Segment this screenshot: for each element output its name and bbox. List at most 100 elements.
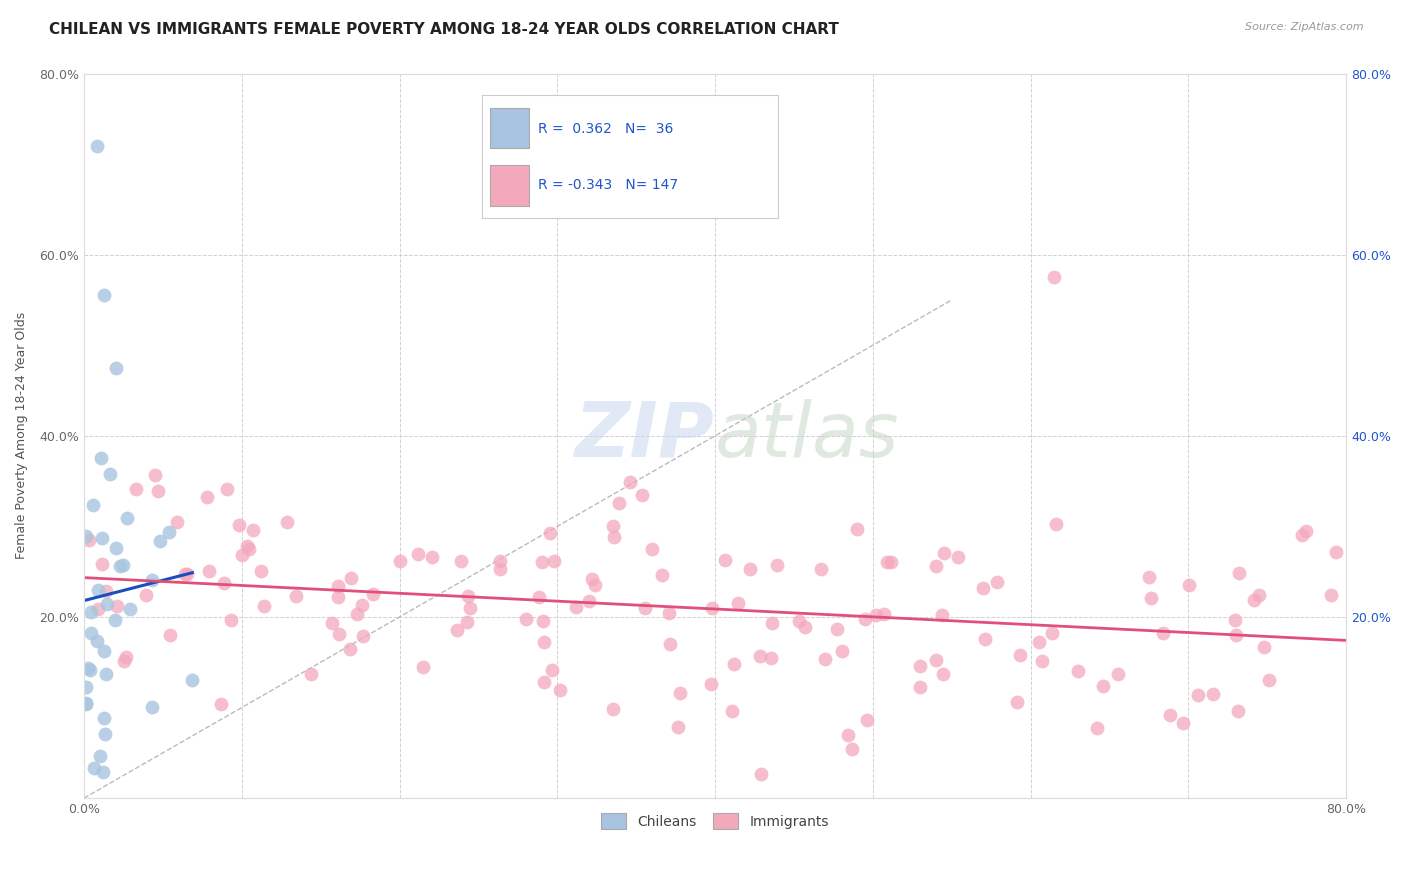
- Text: atlas: atlas: [716, 399, 900, 473]
- Point: [114, 650, 136, 665]
- Point: [658, 637, 681, 651]
- Y-axis label: Female Poverty Among 18-24 Year Olds: Female Poverty Among 18-24 Year Olds: [15, 312, 28, 559]
- Point: [236, 539, 259, 553]
- Point: [104, 360, 127, 375]
- Point: [141, 700, 163, 714]
- Point: [197, 491, 219, 505]
- Point: [328, 627, 350, 641]
- Point: [1253, 640, 1275, 655]
- Point: [727, 596, 749, 610]
- Point: [1258, 673, 1281, 687]
- Point: [285, 589, 308, 603]
- Point: [1225, 613, 1247, 627]
- Point: [721, 704, 744, 718]
- Point: [346, 607, 368, 621]
- Point: [658, 606, 681, 620]
- Point: [238, 541, 260, 556]
- Point: [326, 591, 349, 605]
- Point: [93, 288, 115, 302]
- Point: [533, 675, 555, 690]
- Point: [80, 605, 103, 619]
- Point: [607, 496, 630, 510]
- Point: [406, 547, 429, 561]
- Point: [458, 600, 481, 615]
- Point: [105, 541, 128, 555]
- Point: [837, 728, 859, 742]
- Point: [250, 564, 273, 578]
- Point: [86, 634, 108, 648]
- Point: [125, 482, 148, 496]
- Point: [543, 554, 565, 568]
- Point: [276, 515, 298, 529]
- Point: [602, 702, 624, 716]
- Point: [328, 579, 350, 593]
- Point: [1005, 695, 1028, 709]
- Point: [908, 659, 931, 673]
- Point: [80, 625, 103, 640]
- Point: [1291, 528, 1313, 542]
- Point: [619, 475, 641, 490]
- Point: [75, 696, 97, 710]
- Point: [1159, 707, 1181, 722]
- Point: [112, 655, 135, 669]
- Point: [90, 451, 112, 466]
- Point: [457, 589, 479, 603]
- Point: [89, 748, 111, 763]
- Point: [759, 651, 782, 665]
- Point: [564, 600, 586, 615]
- Point: [1040, 626, 1063, 640]
- Text: ZIP: ZIP: [575, 399, 716, 473]
- Point: [972, 581, 994, 595]
- Point: [700, 677, 723, 691]
- Point: [253, 599, 276, 613]
- Point: [529, 590, 551, 604]
- Point: [91, 557, 114, 571]
- Point: [749, 766, 772, 780]
- Point: [986, 574, 1008, 589]
- Point: [87, 602, 110, 616]
- Point: [668, 686, 690, 700]
- Point: [540, 663, 562, 677]
- Point: [865, 608, 887, 623]
- Point: [1202, 687, 1225, 701]
- Point: [578, 594, 600, 608]
- Point: [352, 629, 374, 643]
- Point: [93, 644, 115, 658]
- Point: [94, 584, 117, 599]
- Point: [135, 588, 157, 602]
- Point: [846, 522, 869, 536]
- Text: Source: ZipAtlas.com: Source: ZipAtlas.com: [1246, 22, 1364, 32]
- Point: [94, 727, 117, 741]
- Point: [148, 483, 170, 498]
- Point: [876, 555, 898, 569]
- Point: [1031, 654, 1053, 668]
- Point: [181, 673, 204, 688]
- Point: [666, 721, 689, 735]
- Point: [1139, 591, 1161, 606]
- Point: [1028, 635, 1050, 649]
- Point: [1243, 592, 1265, 607]
- Point: [1227, 566, 1250, 581]
- Point: [602, 519, 624, 533]
- Point: [412, 660, 434, 674]
- Point: [794, 620, 817, 634]
- Point: [1295, 524, 1317, 538]
- Point: [825, 622, 848, 636]
- Point: [215, 483, 238, 497]
- Point: [1226, 704, 1249, 718]
- Point: [105, 599, 128, 614]
- Point: [141, 573, 163, 587]
- Point: [339, 571, 361, 585]
- Point: [831, 644, 853, 658]
- Point: [1107, 667, 1129, 681]
- Point: [75, 697, 97, 711]
- Point: [1247, 588, 1270, 602]
- Point: [872, 607, 894, 621]
- Point: [853, 612, 876, 626]
- Point: [1008, 648, 1031, 662]
- Point: [1043, 270, 1066, 285]
- Point: [228, 517, 250, 532]
- Point: [120, 602, 142, 616]
- Point: [166, 515, 188, 529]
- Point: [77, 661, 100, 675]
